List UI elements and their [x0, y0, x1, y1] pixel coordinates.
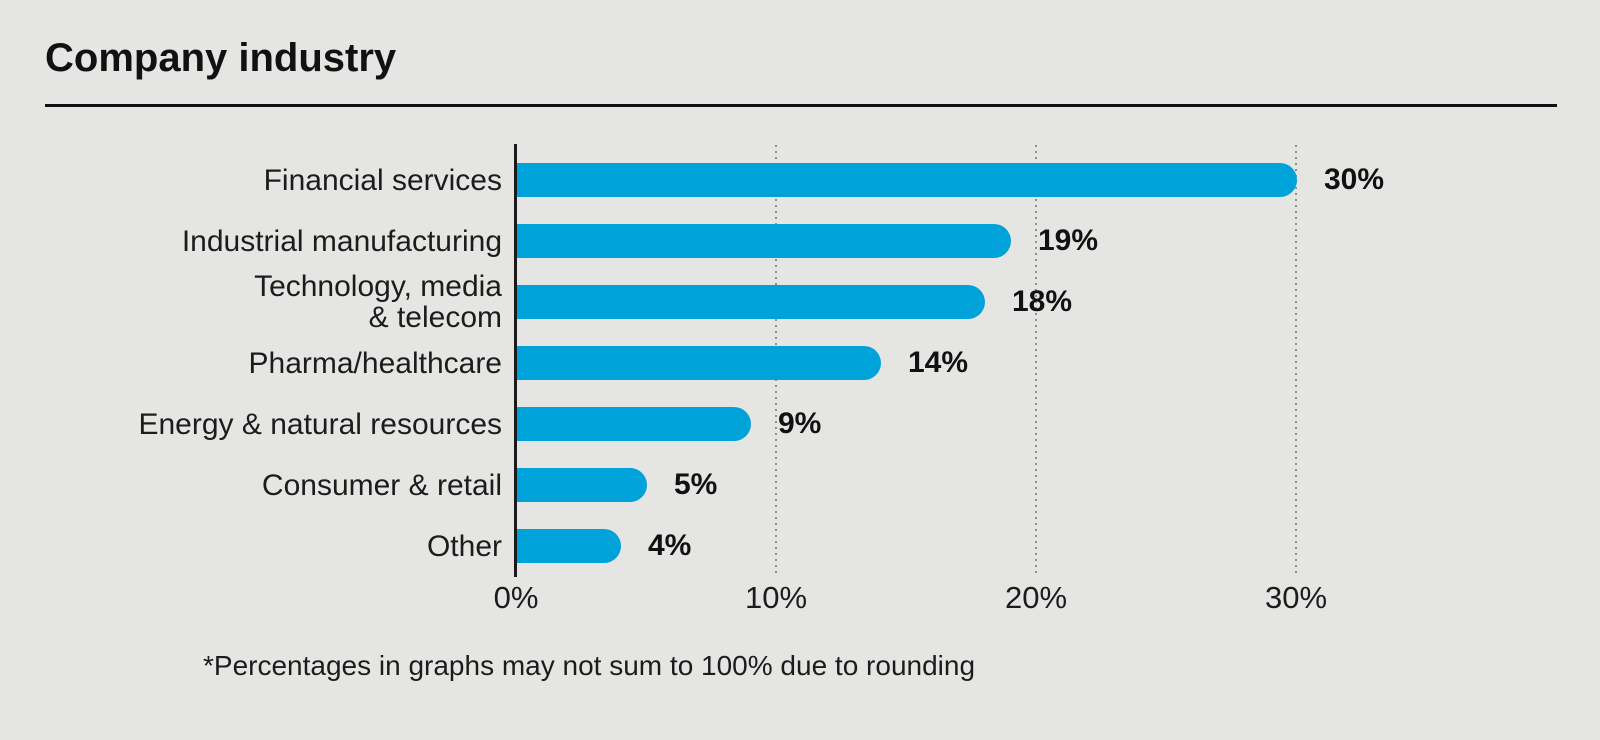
bar [517, 407, 751, 441]
value-label: 9% [778, 407, 822, 440]
x-tick-label-10: 10% [744, 580, 808, 615]
category-label: Other [426, 530, 502, 563]
bar [517, 468, 647, 502]
x-tick-label-20: 20% [1004, 580, 1068, 615]
x-tick-label-0: 0% [493, 580, 539, 615]
value-label: 18% [1012, 285, 1073, 318]
category-label: Energy & natural resources [138, 408, 502, 441]
category-label: Industrial manufacturing [181, 225, 502, 258]
category-label: Financial services [263, 164, 502, 197]
value-label: 4% [648, 529, 692, 562]
bar [517, 529, 621, 563]
value-label: 19% [1038, 224, 1099, 257]
bar [517, 163, 1297, 197]
bar [517, 224, 1011, 258]
bar [517, 346, 881, 380]
value-label: 14% [908, 346, 969, 379]
gridline-20 [1035, 145, 1037, 575]
value-label: 5% [674, 468, 718, 501]
category-label: Consumer & retail [261, 469, 502, 502]
gridline-30 [1295, 145, 1297, 575]
value-label: 30% [1324, 163, 1385, 196]
x-tick-label-30: 30% [1264, 580, 1328, 615]
footnote: *Percentages in graphs may not sum to 10… [203, 650, 976, 681]
category-label: Pharma/healthcare [248, 347, 502, 380]
bar [517, 285, 985, 319]
category-label: Technology, media & telecom [254, 270, 502, 334]
page-title: Company industry [45, 36, 397, 80]
title-divider [45, 104, 1557, 107]
y-axis-line [514, 144, 517, 577]
